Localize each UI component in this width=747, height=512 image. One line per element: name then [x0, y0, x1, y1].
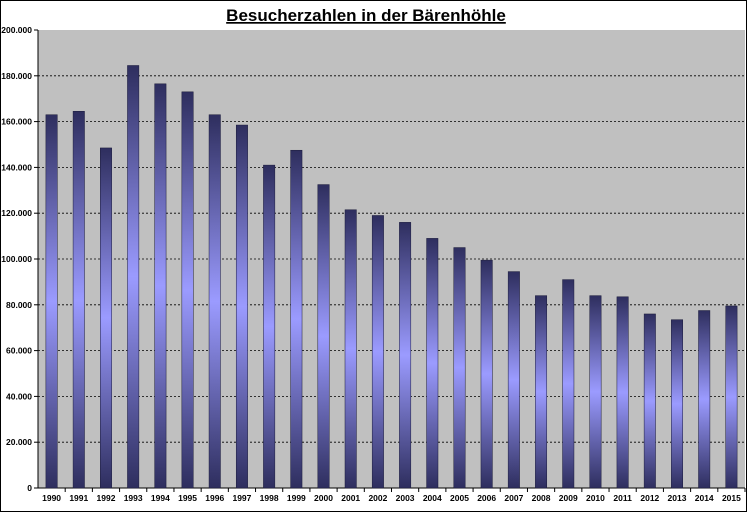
x-tick-label: 2013 [668, 493, 687, 503]
bar [426, 238, 439, 489]
y-tick-label: 120.000 [1, 208, 32, 218]
x-tick-label: 2010 [586, 493, 605, 503]
x-tick-label: 2015 [722, 493, 741, 503]
x-tick-label: 2011 [613, 493, 632, 503]
x-tick-label: 1996 [205, 493, 224, 503]
x-tick-label: 1991 [69, 493, 88, 503]
bar [45, 114, 58, 489]
bar [453, 247, 466, 489]
x-tick-label: 2004 [423, 493, 442, 503]
bar [507, 271, 520, 489]
x-tick-label: 2001 [341, 493, 360, 503]
y-tick-label: 20.000 [6, 437, 32, 447]
y-tick-label: 80.000 [6, 300, 32, 310]
x-tick-label: 2007 [504, 493, 523, 503]
bar [671, 319, 683, 489]
bar [290, 149, 303, 489]
bar [208, 114, 221, 489]
x-tick-label: 2002 [368, 493, 387, 503]
x-tick-label: 1999 [287, 493, 306, 503]
bar [317, 184, 330, 489]
bar [698, 310, 711, 489]
y-tick-label: 180.000 [1, 71, 32, 81]
x-tick-label: 1997 [232, 493, 251, 503]
bar [371, 215, 384, 489]
x-tick-label: 2014 [695, 493, 714, 503]
x-tick-label: 1995 [178, 493, 197, 503]
y-tick-label: 200.000 [1, 25, 32, 35]
x-tick-label: 2012 [640, 493, 659, 503]
y-tick-label: 60.000 [6, 346, 32, 356]
bar [263, 164, 276, 489]
y-tick-label: 160.000 [1, 117, 32, 127]
bar [616, 296, 629, 489]
bar [562, 279, 575, 489]
bar [535, 295, 548, 489]
bar [181, 91, 194, 489]
bar [72, 111, 85, 489]
x-tick-label: 1993 [124, 493, 143, 503]
x-tick-label: 1992 [97, 493, 116, 503]
x-tick-label: 1990 [42, 493, 61, 503]
bar [235, 124, 248, 489]
x-tick-label: 2006 [477, 493, 496, 503]
x-tick-label: 2009 [559, 493, 578, 503]
x-tick-label: 2005 [450, 493, 469, 503]
x-tick-label: 2003 [396, 493, 415, 503]
x-tick-label: 2008 [532, 493, 551, 503]
bar [589, 295, 602, 489]
bar [344, 209, 357, 489]
bar [399, 222, 412, 489]
bar [643, 313, 656, 489]
x-tick-label: 2000 [314, 493, 333, 503]
y-tick-label: 140.000 [1, 162, 32, 172]
y-tick-label: 100.000 [1, 254, 32, 264]
bar [100, 147, 112, 489]
y-tick-label: 40.000 [6, 391, 32, 401]
x-tick-label: 1994 [151, 493, 170, 503]
y-tick-label: 0 [27, 483, 32, 493]
bar [127, 65, 140, 489]
bar [725, 305, 738, 489]
chart-title: Besucherzahlen in der Bärenhöhle [226, 6, 506, 25]
x-tick-label: 1998 [260, 493, 279, 503]
bar [480, 259, 493, 489]
bar [154, 83, 167, 489]
